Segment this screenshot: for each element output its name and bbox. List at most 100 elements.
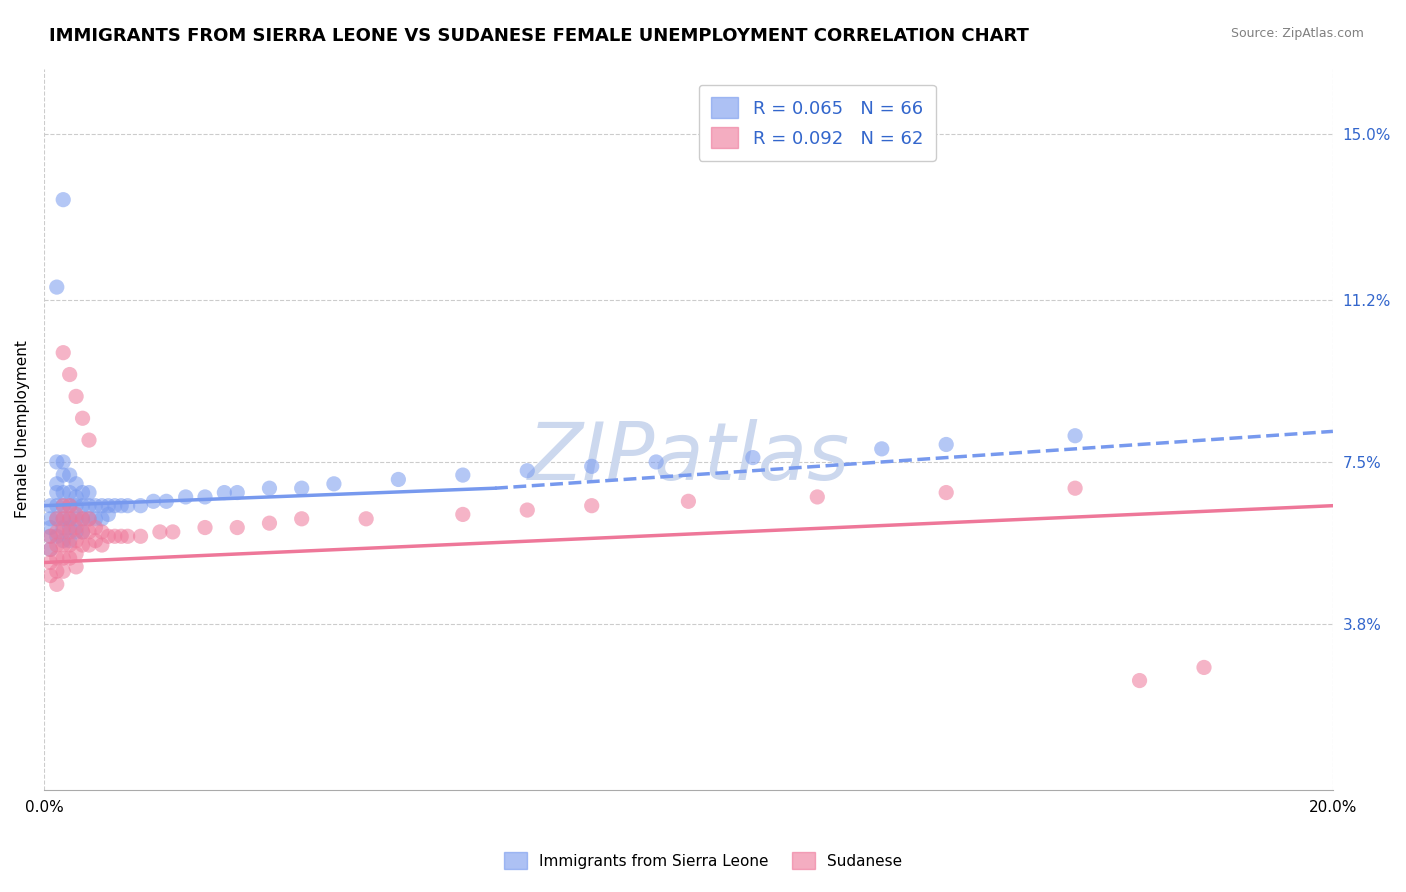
Legend: Immigrants from Sierra Leone, Sudanese: Immigrants from Sierra Leone, Sudanese (498, 846, 908, 875)
Point (1128, 673, 1150, 688)
Point (39, 556, 62, 570)
Point (90, 512, 112, 526)
Point (678, 494, 700, 508)
Point (72, 512, 94, 526)
Point (52, 564, 75, 578)
Point (65, 524, 87, 539)
Point (59, 512, 82, 526)
Point (72, 485, 94, 500)
Point (59, 524, 82, 539)
Point (45, 499, 67, 513)
Point (65, 490, 87, 504)
Point (39, 542, 62, 557)
Point (110, 529, 132, 543)
Point (65, 508, 87, 522)
Point (59, 533, 82, 548)
Point (155, 494, 177, 508)
Point (59, 512, 82, 526)
Point (45, 485, 67, 500)
Point (52, 512, 75, 526)
Point (322, 476, 344, 491)
Point (72, 524, 94, 539)
Point (162, 524, 184, 539)
Point (45, 476, 67, 491)
Point (52, 524, 75, 539)
Point (84, 499, 107, 513)
Point (226, 485, 249, 500)
Point (1064, 428, 1087, 442)
Point (45, 512, 67, 526)
Text: ZIPatlas: ZIPatlas (527, 419, 849, 497)
Point (226, 520, 249, 534)
Point (52, 455, 75, 469)
Point (117, 499, 139, 513)
Point (104, 529, 127, 543)
Point (45, 512, 67, 526)
Point (52, 538, 75, 552)
Point (45, 455, 67, 469)
Point (72, 512, 94, 526)
Point (52, 193, 75, 207)
Point (291, 481, 314, 495)
Point (149, 524, 172, 539)
Point (59, 499, 82, 513)
Point (142, 494, 165, 508)
Point (870, 442, 893, 456)
Point (59, 538, 82, 552)
Point (259, 481, 281, 495)
Point (39, 542, 62, 557)
Point (77, 512, 100, 526)
Point (72, 524, 94, 539)
Point (52, 485, 75, 500)
Point (516, 503, 538, 517)
Point (194, 490, 217, 504)
Point (84, 520, 107, 534)
Point (645, 455, 668, 469)
Point (52, 499, 75, 513)
Point (77, 524, 100, 539)
Point (39, 512, 62, 526)
Point (90, 538, 112, 552)
Point (129, 499, 152, 513)
Point (90, 524, 112, 539)
Point (516, 464, 538, 478)
Point (52, 468, 75, 483)
Point (806, 490, 828, 504)
Point (52, 345, 75, 359)
Point (45, 529, 67, 543)
Point (77, 512, 100, 526)
Point (39, 568, 62, 582)
Point (451, 508, 474, 522)
Point (65, 499, 87, 513)
Point (59, 485, 82, 500)
Point (291, 512, 314, 526)
Point (354, 512, 377, 526)
Point (97, 508, 120, 522)
Legend: R = 0.065   N = 66, R = 0.092   N = 62: R = 0.065 N = 66, R = 0.092 N = 62 (699, 85, 936, 161)
Point (59, 368, 82, 382)
Point (65, 533, 87, 548)
Point (259, 516, 281, 531)
Point (84, 512, 107, 526)
Point (72, 411, 94, 425)
Point (59, 551, 82, 566)
Point (72, 538, 94, 552)
Point (45, 564, 67, 578)
Point (65, 476, 87, 491)
Point (39, 529, 62, 543)
Point (52, 533, 75, 548)
Point (45, 524, 67, 539)
Point (65, 512, 87, 526)
Point (935, 485, 957, 500)
Point (52, 520, 75, 534)
Point (194, 520, 217, 534)
Point (84, 533, 107, 548)
Point (65, 520, 87, 534)
Point (45, 538, 67, 552)
Point (52, 551, 75, 566)
Point (77, 433, 100, 447)
Point (45, 280, 67, 294)
Point (39, 499, 62, 513)
Point (214, 485, 236, 500)
Point (97, 499, 120, 513)
